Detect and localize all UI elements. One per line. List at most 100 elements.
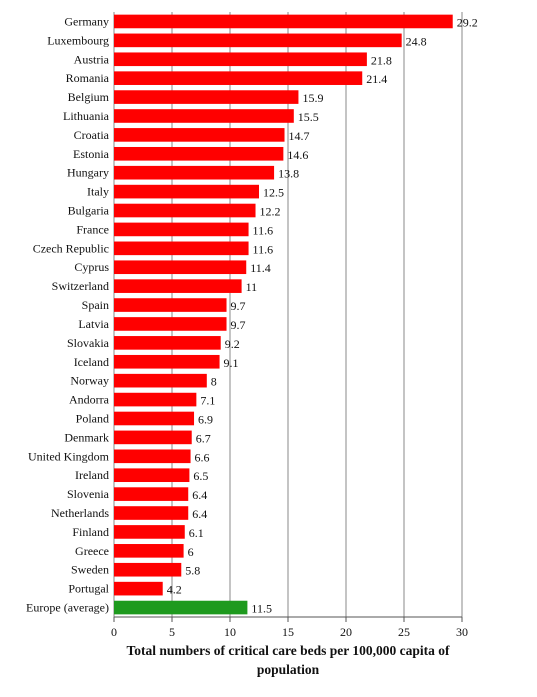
bar: [114, 525, 185, 539]
value-label: 6.9: [198, 412, 213, 426]
value-label: 9.1: [224, 356, 239, 370]
value-label: 29.2: [457, 15, 478, 29]
bar: [114, 260, 247, 275]
bar: [114, 354, 220, 369]
value-label: 6.6: [195, 450, 210, 464]
bar: [114, 33, 402, 48]
category-label: Switzerland: [52, 279, 109, 293]
bar: [114, 544, 184, 558]
value-label: 11: [246, 280, 258, 294]
bar: [114, 279, 242, 293]
category-label: Cyprus: [74, 260, 109, 274]
category-label: Luxembourg: [47, 33, 109, 47]
value-label: 8: [211, 375, 217, 389]
category-label: France: [76, 222, 109, 236]
value-label: 11.6: [253, 223, 274, 237]
bar: [114, 184, 259, 199]
category-label: Latvia: [78, 317, 109, 331]
category-label: Italy: [87, 185, 109, 199]
value-label: 21.8: [371, 53, 392, 67]
bar: [114, 600, 248, 615]
value-label: 12.5: [263, 186, 284, 200]
x-tick-label: 10: [224, 625, 236, 639]
bar: [114, 449, 191, 464]
category-label: Norway: [70, 374, 109, 388]
bar: [114, 52, 367, 67]
category-label: Ireland: [75, 468, 109, 482]
category-label: Bulgaria: [68, 204, 110, 218]
bar: [114, 487, 189, 501]
category-label: Slovenia: [67, 487, 110, 501]
bar: [114, 373, 207, 388]
bar: [114, 336, 221, 350]
value-label: 6.4: [192, 488, 207, 502]
value-label: 11.5: [251, 602, 272, 616]
value-label: 21.4: [366, 72, 387, 86]
value-label: 9.2: [225, 337, 240, 351]
x-tick-label: 30: [456, 625, 468, 639]
bars: [114, 14, 453, 615]
category-label: Czech Republic: [33, 241, 109, 255]
category-label: Spain: [82, 298, 109, 312]
x-tick-label: 15: [282, 625, 294, 639]
category-label: Lithuania: [63, 109, 110, 123]
bar: [114, 203, 256, 218]
value-label: 6.7: [196, 431, 211, 445]
bar: [114, 298, 227, 312]
value-label: 15.5: [298, 110, 319, 124]
x-axis-title-line-2: population: [257, 662, 320, 677]
category-label: Greece: [75, 544, 109, 558]
category-label: Austria: [74, 52, 110, 66]
bar: [114, 222, 249, 237]
category-label: Estonia: [73, 147, 110, 161]
bar: [114, 146, 284, 161]
category-label: Belgium: [68, 90, 110, 104]
value-label: 14.6: [287, 148, 308, 162]
value-label: 13.8: [278, 167, 299, 181]
value-label: 6.5: [193, 469, 208, 483]
value-label: 14.7: [289, 129, 310, 143]
category-label: Poland: [76, 411, 109, 425]
category-label: United Kingdom: [28, 449, 110, 463]
category-labels: Germany Luxembourg Austria Romania Belgium Li…: [26, 14, 110, 614]
value-label: 24.8: [406, 34, 427, 48]
x-tick-label: 20: [340, 625, 352, 639]
value-label: 11.6: [253, 242, 274, 256]
bar: [114, 411, 195, 426]
category-label: Iceland: [74, 355, 109, 369]
category-label: Sweden: [71, 563, 109, 577]
value-label: 6.4: [192, 507, 207, 521]
bar: [114, 128, 285, 142]
bar: [114, 562, 182, 577]
value-label: 6: [188, 545, 194, 559]
category-label: Denmark: [64, 430, 109, 444]
bar: [114, 317, 227, 331]
x-tick-label: 0: [111, 625, 117, 639]
x-axis-title-line-1: Total numbers of critical care beds per …: [127, 643, 450, 658]
category-label: Finland: [72, 525, 109, 539]
bar: [114, 430, 192, 445]
category-label: Europe (average): [26, 601, 109, 615]
bar: [114, 581, 163, 596]
x-tick-label: 5: [169, 625, 175, 639]
value-label: 12.2: [260, 205, 281, 219]
category-label: Portugal: [68, 582, 109, 596]
category-label: Germany: [64, 14, 109, 28]
bar: [114, 165, 275, 180]
bar: [114, 241, 249, 256]
value-label: 11.4: [250, 261, 271, 275]
bar: [114, 71, 363, 85]
category-label: Hungary: [67, 166, 109, 180]
value-label: 7.1: [200, 394, 215, 408]
bar: [114, 392, 197, 407]
value-labels: 29.2 24.8 21.8 21.4 15.9 15.5 14.7 14.6 13.8 12.5…: [167, 15, 478, 615]
category-label: Netherlands: [51, 506, 109, 520]
category-label: Slovakia: [67, 336, 110, 350]
category-label: Croatia: [74, 128, 110, 142]
value-label: 6.1: [189, 526, 204, 540]
bar: [114, 109, 294, 123]
bar: [114, 14, 453, 29]
category-label: Andorra: [69, 393, 110, 407]
value-label: 15.9: [302, 91, 323, 105]
